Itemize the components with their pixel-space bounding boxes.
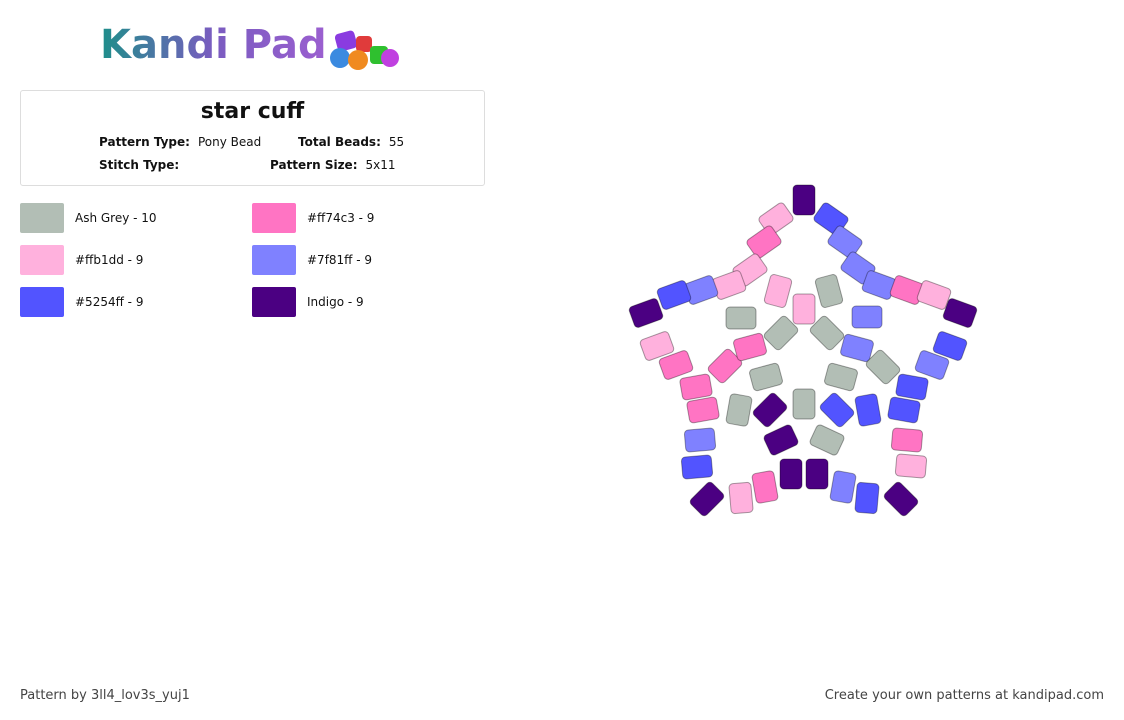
footer-link[interactable]: Create your own patterns at kandipad.com: [824, 688, 1104, 703]
bead: [814, 274, 844, 308]
legend-label: Ash Grey - 10: [75, 211, 157, 225]
bead: [763, 274, 793, 308]
bead: [679, 373, 713, 401]
field-label: Pattern Type:: [99, 135, 190, 149]
field-label: Total Beads:: [298, 135, 381, 149]
bead: [894, 453, 928, 479]
legend-label: #7f81ff - 9: [307, 253, 373, 267]
legend-label: Indigo - 9: [307, 295, 364, 309]
field-value: 5x11: [365, 158, 396, 172]
bead: [827, 225, 863, 259]
bead: [824, 362, 858, 392]
legend-label: #ff74c3 - 9: [307, 211, 375, 225]
bead: [658, 350, 694, 380]
bead: [749, 362, 783, 392]
bead: [725, 393, 753, 427]
bead: [639, 331, 675, 361]
bead: [656, 280, 692, 310]
bead: [890, 427, 924, 453]
legend-label: #ffb1dd - 9: [75, 253, 144, 267]
bead: [725, 306, 757, 330]
bead: [854, 393, 882, 427]
bead: [932, 331, 968, 361]
field: Pattern Type: Pony Bead: [99, 135, 261, 149]
field-value: Pony Bead: [197, 135, 262, 149]
bead: [887, 396, 921, 424]
bead: [752, 392, 788, 428]
bead: [680, 454, 714, 480]
bead: [883, 481, 919, 517]
field: Total Beads: 55: [298, 135, 404, 149]
bead: [865, 349, 901, 385]
bead: [628, 298, 664, 328]
bead: [746, 225, 782, 259]
bead: [763, 315, 799, 351]
field: Pattern Size: 5x11: [270, 158, 396, 172]
bead: [895, 373, 929, 401]
bead: [840, 333, 874, 363]
swatch: [252, 203, 296, 233]
bead: [942, 298, 978, 328]
swatch: [252, 245, 296, 275]
info-panel: star cuff Pattern Type: Pony Bead Total B…: [20, 90, 485, 186]
footer-credit: Pattern by 3ll4_lov3s_yuj1: [20, 688, 190, 703]
bead: [854, 481, 880, 515]
bead: [819, 392, 855, 428]
swatch: [20, 245, 64, 275]
legend-item: #5254ff - 9: [20, 287, 143, 317]
bead: [728, 481, 754, 515]
field-label: Pattern Size:: [270, 158, 358, 172]
bead: [751, 470, 779, 504]
bead: [689, 481, 725, 517]
bead: [829, 470, 857, 504]
swatch: [20, 287, 64, 317]
bead: [686, 396, 720, 424]
logo-icon: [330, 30, 399, 70]
bead: [683, 427, 717, 453]
pattern-title: star cuff: [200, 99, 305, 124]
swatch: [20, 203, 64, 233]
legend-item: #ff74c3 - 9: [252, 203, 374, 233]
bead: [707, 348, 743, 384]
logo[interactable]: Kandi Pad: [100, 22, 327, 68]
bead: [792, 184, 816, 216]
legend-item: #ffb1dd - 9: [20, 245, 143, 275]
legend-item: Indigo - 9: [252, 287, 364, 317]
bead: [805, 458, 829, 490]
legend-label: #5254ff - 9: [75, 295, 144, 309]
legend-item: Ash Grey - 10: [20, 203, 157, 233]
legend-item: #7f81ff - 9: [252, 245, 372, 275]
bead: [916, 280, 952, 310]
field-value: 55: [388, 135, 405, 149]
bead: [763, 424, 799, 456]
field: Stitch Type:: [99, 158, 187, 172]
bead: [792, 388, 816, 420]
field-label: Stitch Type:: [99, 158, 180, 172]
bead: [779, 458, 803, 490]
bead: [851, 305, 883, 329]
bead: [792, 293, 816, 325]
bead: [809, 315, 845, 351]
bead: [914, 350, 950, 380]
bead: [809, 424, 845, 456]
swatch: [252, 287, 296, 317]
bead: [733, 332, 767, 362]
